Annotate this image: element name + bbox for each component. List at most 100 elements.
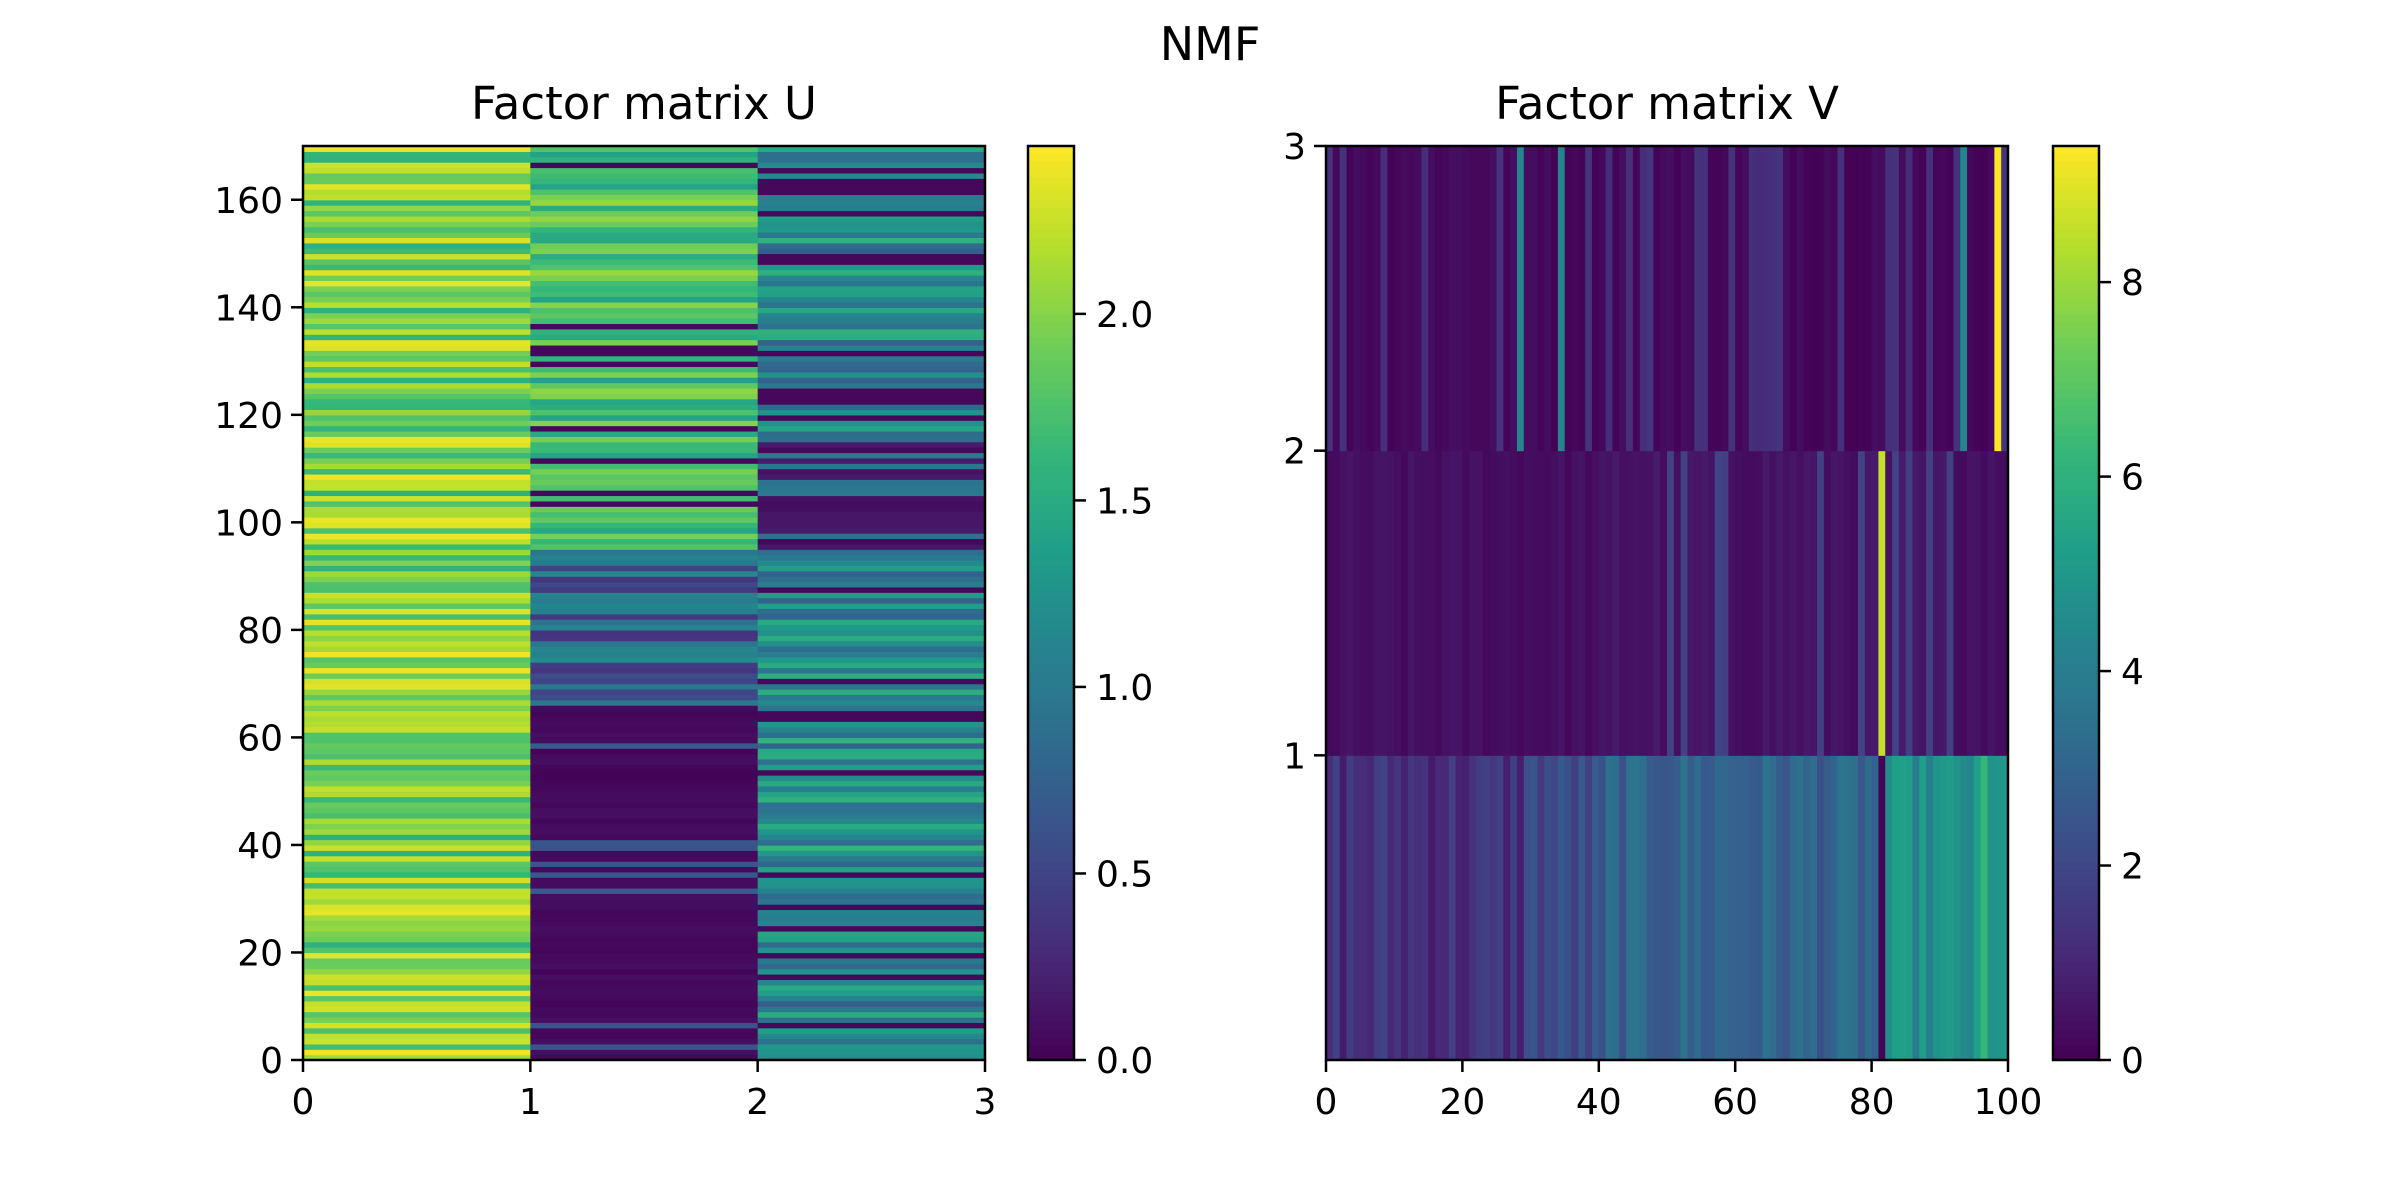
v-cell — [1694, 755, 1702, 1061]
colorbar-v-gradient-step — [2053, 245, 2099, 254]
colorbar-u-gradient-step — [1028, 663, 1074, 673]
u-cell — [757, 775, 986, 782]
u-cell — [757, 377, 986, 384]
colorbar-v-gradient-step — [2053, 641, 2099, 650]
colorbar-v-gradient-step — [2053, 648, 2099, 657]
u-cell — [757, 189, 986, 195]
u-cell — [303, 592, 531, 599]
u-cell — [530, 269, 759, 276]
u-cell — [303, 436, 531, 443]
u-cell — [303, 828, 531, 835]
colorbar-v-gradient-step — [2053, 252, 2099, 261]
v-cell — [1585, 146, 1593, 452]
u-cell — [303, 764, 531, 771]
v-cell — [1632, 755, 1641, 1061]
v-cell — [1598, 450, 1607, 756]
u-cell — [303, 818, 531, 825]
u-cell — [303, 178, 531, 185]
v-cell — [1728, 755, 1736, 1061]
v-cell — [1401, 146, 1409, 452]
colorbar-v-gradient-step — [2053, 374, 2099, 383]
u-cell — [303, 527, 531, 534]
u-cell — [303, 355, 531, 362]
u-cell — [757, 506, 986, 513]
v-cell — [1387, 755, 1395, 1061]
colorbar-v-gradient-step — [2053, 831, 2099, 840]
colorbar-u-gradient-step — [1028, 564, 1074, 574]
colorbar-u-gradient-step — [1028, 290, 1074, 299]
u-cell — [757, 473, 986, 480]
u-cell — [530, 1038, 759, 1045]
u-cell — [303, 651, 531, 658]
v-cell — [1407, 755, 1416, 1061]
u-cell — [757, 172, 986, 179]
v-cell — [1407, 450, 1416, 756]
u-cell — [303, 280, 531, 287]
v-cell — [1530, 146, 1538, 452]
colorbar-u-gradient-step — [1028, 618, 1074, 627]
u-cell — [303, 323, 531, 330]
colorbar-v-gradient-step — [2053, 884, 2099, 894]
u-cell — [757, 984, 986, 991]
u-cell — [303, 205, 531, 212]
v-cell — [1632, 450, 1641, 756]
v-cell — [1987, 450, 1995, 756]
u-cell — [757, 801, 986, 808]
v-cell — [1598, 755, 1607, 1061]
u-cell — [303, 715, 531, 722]
v-cell — [1714, 755, 1723, 1061]
v-cell — [1687, 146, 1695, 452]
v-cell — [1762, 755, 1770, 1061]
v-cell — [1598, 146, 1607, 452]
u-cell — [303, 226, 531, 233]
u-cell — [303, 904, 531, 911]
u-y-tick-label: 160 — [214, 181, 283, 222]
colorbar-v: 0 2 4 6 8 — [2051, 144, 2144, 1082]
v-cell — [1728, 450, 1736, 756]
v-cell — [1776, 450, 1784, 756]
v-cell — [1939, 450, 1948, 756]
u-cell — [757, 995, 986, 1002]
u-cell — [303, 473, 531, 480]
v-cell — [1830, 755, 1838, 1061]
u-cell — [757, 603, 986, 609]
u-cell — [530, 495, 759, 502]
v-cell — [1421, 146, 1429, 452]
colorbar-v-gradient-step — [2053, 671, 2099, 680]
u-cell — [530, 898, 759, 905]
u-cell — [757, 1043, 986, 1050]
panel-u-y-axis: 0 20 40 60 80 100 120 140 160 — [214, 181, 303, 1082]
u-cell — [303, 791, 531, 798]
u-y-tick-label: 100 — [214, 503, 283, 544]
v-cell — [1469, 450, 1477, 756]
u-cell — [530, 705, 759, 712]
u-cell — [303, 291, 531, 298]
colorbar-u-gradient-step — [1028, 427, 1074, 437]
v-x-tick-label: 100 — [1974, 1082, 2043, 1123]
u-cell — [757, 796, 986, 803]
v-cell — [1707, 450, 1716, 756]
u-cell — [530, 619, 759, 626]
panel-v-y-axis: 1 2 3 — [1283, 127, 1326, 777]
u-cell — [757, 629, 986, 636]
u-cell — [757, 269, 986, 276]
v-y-tick-label: 1 — [1283, 736, 1306, 777]
u-cell — [757, 307, 986, 314]
u-cell — [757, 156, 986, 163]
u-cell — [303, 629, 531, 636]
u-cell — [530, 543, 759, 550]
v-cell — [1476, 146, 1484, 452]
v-cell — [1571, 755, 1579, 1061]
colorbar-u-gradient-step — [1028, 839, 1074, 848]
colorbar-v-gradient-step — [2053, 191, 2099, 200]
colorbar-u-gradient-step — [1028, 305, 1074, 315]
colorbar-u-gradient-step — [1028, 450, 1074, 459]
u-cell — [757, 1000, 986, 1007]
v-cell — [1482, 450, 1491, 756]
v-cell — [1489, 450, 1497, 756]
u-cell — [530, 382, 759, 389]
u-cell — [530, 1022, 759, 1029]
u-cell — [303, 312, 531, 319]
u-cell — [530, 1016, 759, 1023]
u-cell — [303, 468, 531, 475]
